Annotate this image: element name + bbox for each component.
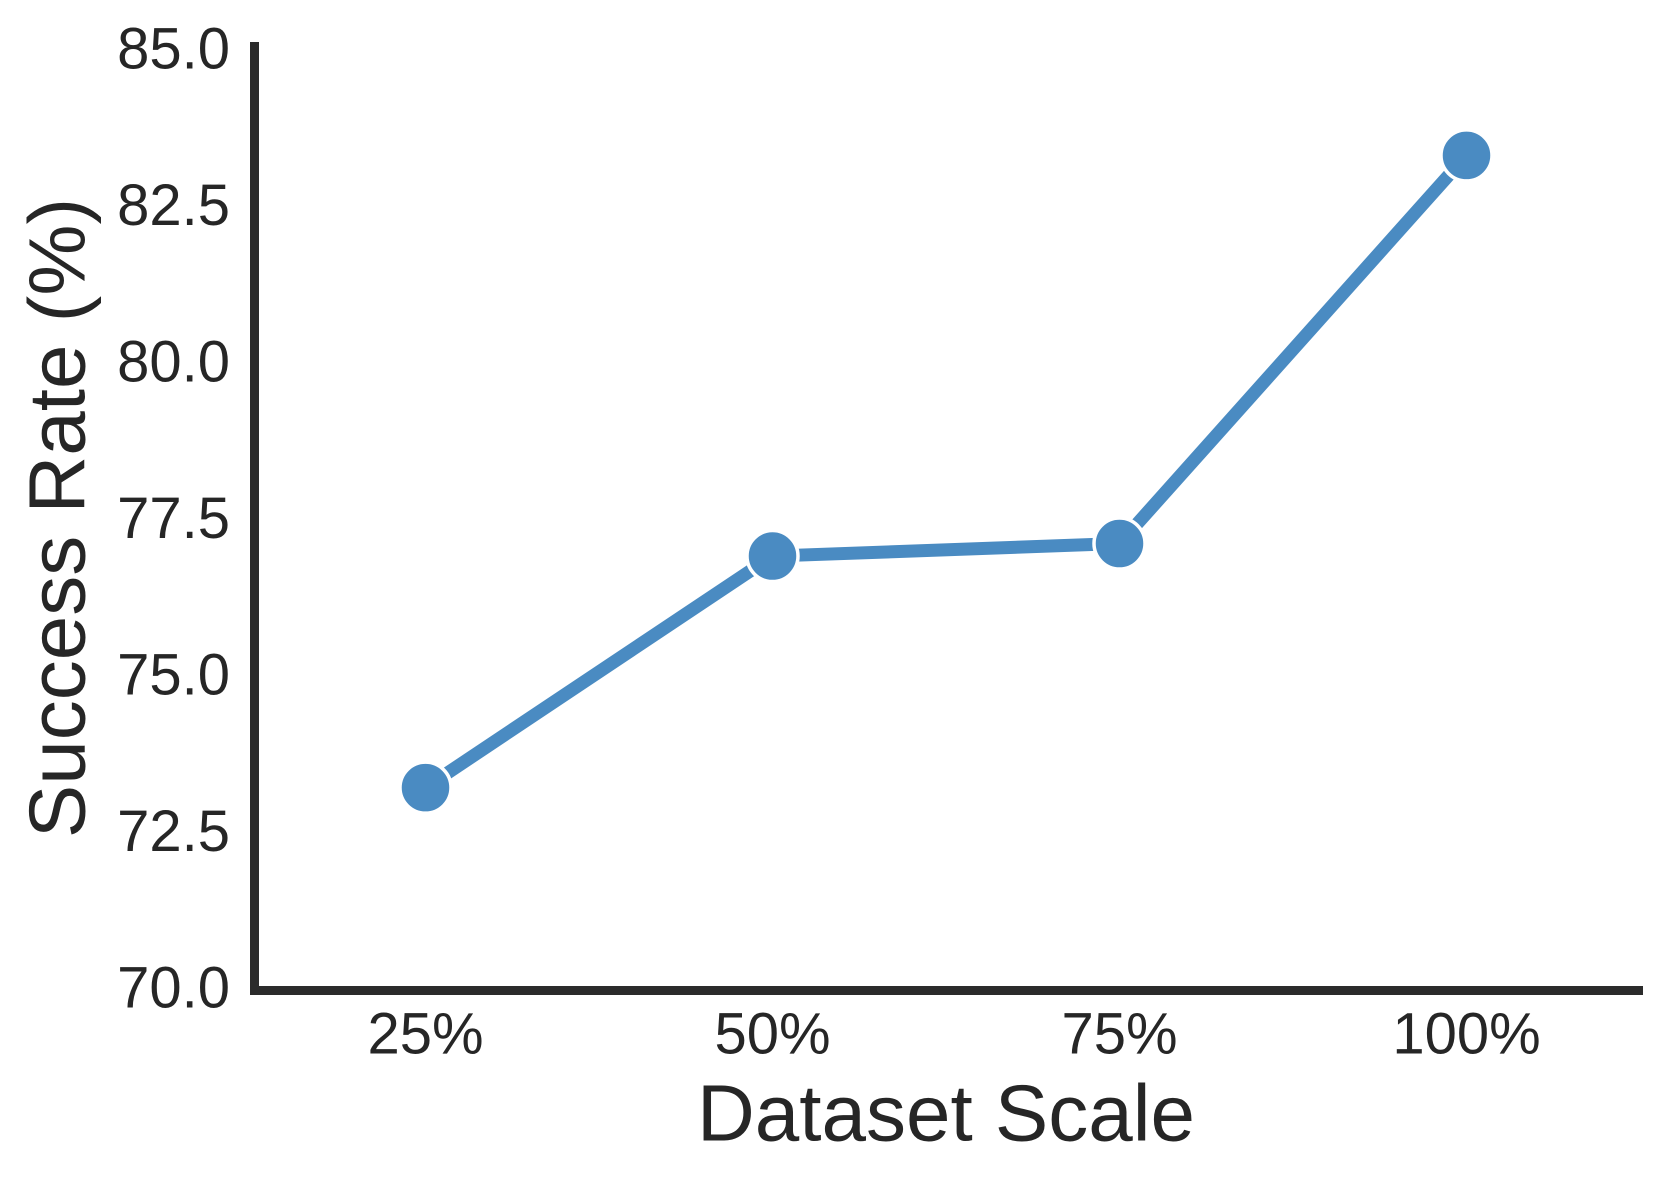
y-tick-label: 75.0 bbox=[117, 643, 230, 708]
x-tick-label: 100% bbox=[1392, 1002, 1540, 1067]
y-axis-label: Success Rate (%) bbox=[13, 198, 102, 838]
y-tick-label: 82.5 bbox=[117, 173, 230, 238]
y-tick-label: 85.0 bbox=[117, 17, 230, 82]
data-point-marker bbox=[745, 528, 800, 584]
x-tick-label: 25% bbox=[367, 1002, 483, 1067]
y-tick-label: 80.0 bbox=[117, 330, 230, 395]
x-axis-spine bbox=[250, 986, 1643, 995]
data-point-marker bbox=[1092, 516, 1147, 571]
data-point-marker bbox=[398, 760, 453, 815]
y-tick-label: 77.5 bbox=[117, 486, 230, 551]
x-tick-label: 75% bbox=[1061, 1002, 1177, 1067]
y-axis-spine bbox=[250, 42, 259, 995]
data-point-marker bbox=[1439, 128, 1494, 183]
trend-line bbox=[421, 151, 1472, 794]
y-tick-label: 72.5 bbox=[117, 799, 230, 864]
x-axis-label: Dataset Scale bbox=[697, 1069, 1195, 1158]
x-tick-label: 50% bbox=[714, 1002, 830, 1067]
y-tick-label: 70.0 bbox=[117, 956, 230, 1021]
